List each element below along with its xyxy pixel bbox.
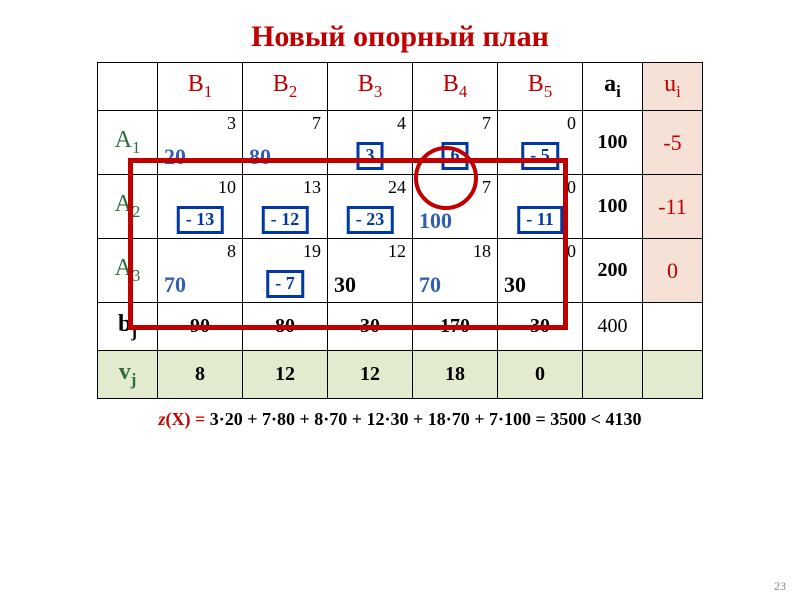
bj-label: bj (98, 303, 158, 351)
cell-a2-b5: 0- 11 (498, 175, 583, 239)
delta-value: - 5 (521, 142, 559, 170)
cell-a1-b3: 43 (328, 111, 413, 175)
cost: 3 (227, 113, 236, 134)
cost: 0 (567, 113, 576, 134)
cost: 7 (312, 113, 321, 134)
col-b1: B1 (158, 63, 243, 111)
row-label-a1: A1 (98, 111, 158, 175)
row-a3: A387019- 7123018700302000 (98, 239, 703, 303)
cell-a2-b2: 13 - 12 (243, 175, 328, 239)
delta-value: - 12 (262, 206, 309, 234)
row-a2: A210- 1313- 1224- 2371000- 11100-11 (98, 175, 703, 239)
cell-a2-b4: 7 100 (413, 175, 498, 239)
cost: 0 (567, 177, 576, 198)
bj-5: 30 (498, 303, 583, 351)
vj-2: 12 (243, 351, 328, 399)
cost: 7 (482, 113, 491, 134)
ai-1: 100 (583, 111, 643, 175)
allocation: 100 (419, 208, 452, 234)
vj-1: 8 (158, 351, 243, 399)
row-label-a3: A3 (98, 239, 158, 303)
col-b2: B2 (243, 63, 328, 111)
cell-a3-b5: 0 30 (498, 239, 583, 303)
col-ai: ai (583, 63, 643, 111)
transportation-table: B1 B2 B3 B4 B5 ai ui A132078043760- 5100… (97, 62, 703, 399)
cell-a1-b2: 7 80 (243, 111, 328, 175)
vj-row: vj 8 12 12 18 0 (98, 351, 703, 399)
col-b3: B3 (328, 63, 413, 111)
allocation: 70 (164, 272, 186, 298)
allocation: 20 (164, 144, 186, 170)
cost: 18 (473, 241, 491, 262)
bj-3: 30 (328, 303, 413, 351)
bj-4: 170 (413, 303, 498, 351)
bj-2: 80 (243, 303, 328, 351)
cost: 8 (227, 241, 236, 262)
page-title: Новый опорный план (40, 20, 760, 54)
bj-1: 90 (158, 303, 243, 351)
row-a1: A132078043760- 5100-5 (98, 111, 703, 175)
cost: 0 (567, 241, 576, 262)
cost: 7 (482, 177, 491, 198)
ui-2: -11 (643, 175, 703, 239)
cost: 13 (303, 177, 321, 198)
delta-value: - 11 (517, 206, 563, 234)
cell-a1-b1: 3 20 (158, 111, 243, 175)
vj-3: 12 (328, 351, 413, 399)
row-label-a2: A2 (98, 175, 158, 239)
delta-value: - 13 (177, 206, 224, 234)
col-b5: B5 (498, 63, 583, 111)
cell-a3-b1: 8 70 (158, 239, 243, 303)
delta-value: 3 (357, 142, 384, 170)
objective-formula: z(X) = 3·20 + 7·80 + 8·70 + 12·30 + 18·7… (40, 409, 760, 430)
cell-a3-b2: 19- 7 (243, 239, 328, 303)
delta-value: 6 (442, 142, 469, 170)
col-b4: B4 (413, 63, 498, 111)
page-number: 23 (774, 579, 786, 594)
cell-a2-b3: 24 - 23 (328, 175, 413, 239)
cell-a3-b3: 12 30 (328, 239, 413, 303)
ui-3: 0 (643, 239, 703, 303)
ui-1: -5 (643, 111, 703, 175)
delta-value: - 7 (266, 270, 304, 298)
allocation: 70 (419, 272, 441, 298)
vj-5: 0 (498, 351, 583, 399)
cell-a1-b5: 0 - 5 (498, 111, 583, 175)
cell-a2-b1: 10 - 13 (158, 175, 243, 239)
ai-2: 100 (583, 175, 643, 239)
col-ui: ui (643, 63, 703, 111)
cost: 10 (218, 177, 236, 198)
cost: 19 (303, 241, 321, 262)
cost: 12 (388, 241, 406, 262)
delta-value: - 23 (347, 206, 394, 234)
bj-row: bj 90 80 30 170 30 400 (98, 303, 703, 351)
bj-total: 400 (583, 303, 643, 351)
vj-label: vj (98, 351, 158, 399)
vj-4: 18 (413, 351, 498, 399)
cost: 4 (397, 113, 406, 134)
allocation: 80 (249, 144, 271, 170)
allocation: 30 (504, 272, 526, 298)
cell-a1-b4: 76 (413, 111, 498, 175)
allocation: 30 (334, 272, 356, 298)
cell-a3-b4: 1870 (413, 239, 498, 303)
cost: 24 (388, 177, 406, 198)
header-row: B1 B2 B3 B4 B5 ai ui (98, 63, 703, 111)
ai-3: 200 (583, 239, 643, 303)
